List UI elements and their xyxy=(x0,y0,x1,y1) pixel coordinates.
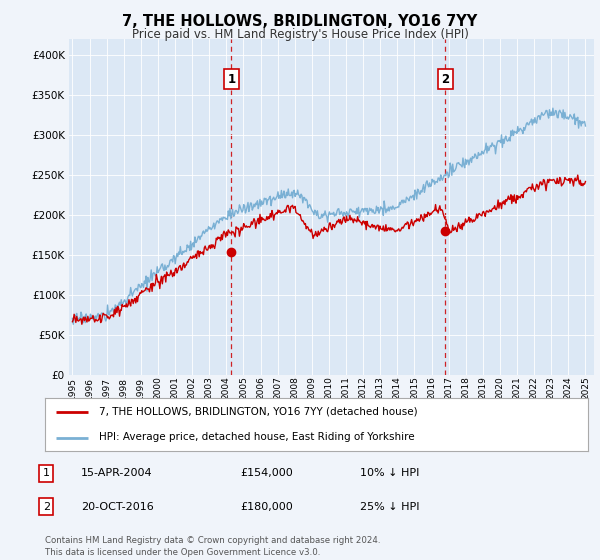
Text: 7, THE HOLLOWS, BRIDLINGTON, YO16 7YY (detached house): 7, THE HOLLOWS, BRIDLINGTON, YO16 7YY (d… xyxy=(100,407,418,417)
Text: £154,000: £154,000 xyxy=(240,468,293,478)
Text: 2: 2 xyxy=(43,502,50,512)
Text: 1: 1 xyxy=(43,468,50,478)
Text: 25% ↓ HPI: 25% ↓ HPI xyxy=(360,502,419,512)
Text: 1: 1 xyxy=(227,73,235,86)
Text: HPI: Average price, detached house, East Riding of Yorkshire: HPI: Average price, detached house, East… xyxy=(100,432,415,442)
Text: 2: 2 xyxy=(442,73,449,86)
Text: Price paid vs. HM Land Registry's House Price Index (HPI): Price paid vs. HM Land Registry's House … xyxy=(131,28,469,41)
Text: 15-APR-2004: 15-APR-2004 xyxy=(81,468,152,478)
Text: £180,000: £180,000 xyxy=(240,502,293,512)
Text: 20-OCT-2016: 20-OCT-2016 xyxy=(81,502,154,512)
Text: Contains HM Land Registry data © Crown copyright and database right 2024.
This d: Contains HM Land Registry data © Crown c… xyxy=(45,536,380,557)
Text: 7, THE HOLLOWS, BRIDLINGTON, YO16 7YY: 7, THE HOLLOWS, BRIDLINGTON, YO16 7YY xyxy=(122,14,478,29)
Text: 10% ↓ HPI: 10% ↓ HPI xyxy=(360,468,419,478)
